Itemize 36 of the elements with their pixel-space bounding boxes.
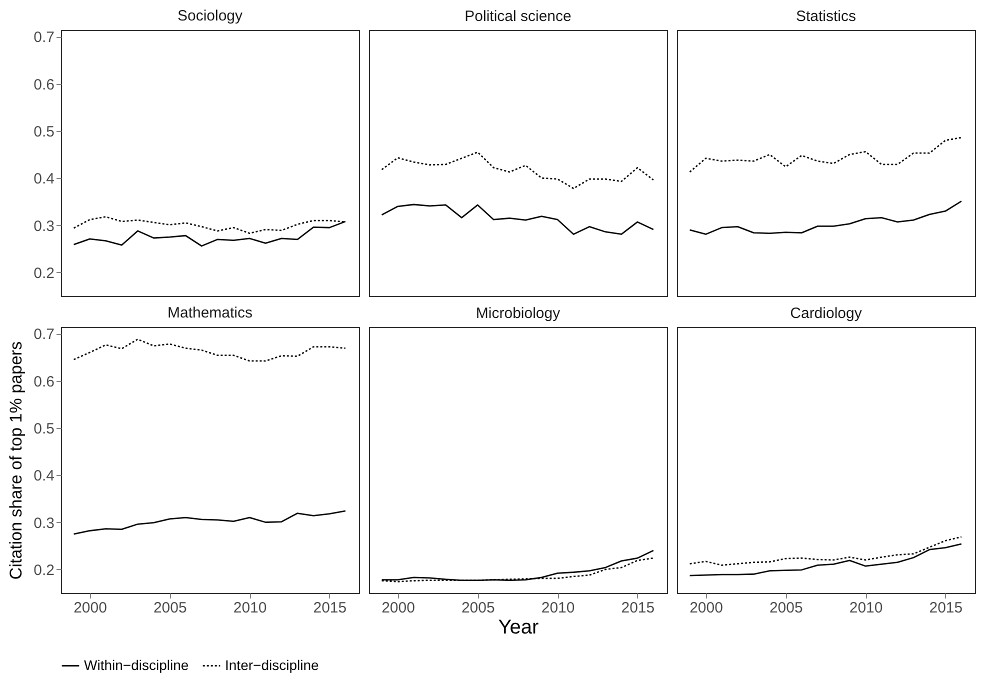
y-tick-label: 0.2 bbox=[34, 264, 54, 282]
y-tick-label: 0.7 bbox=[34, 29, 54, 46]
x-tick-label: 2000 bbox=[382, 600, 415, 616]
line-series bbox=[73, 510, 346, 535]
y-tick-label: 0.3 bbox=[34, 218, 54, 235]
x-tick-label: 2015 bbox=[313, 600, 347, 616]
x-tick-label: 2000 bbox=[74, 600, 107, 616]
chart-title: Political science bbox=[464, 8, 572, 25]
x-tick-label: 2010 bbox=[233, 600, 267, 616]
y-tick-label: 0.6 bbox=[34, 76, 54, 94]
x-tick-label: 2000 bbox=[690, 600, 723, 616]
y-tick-label: 0.2 bbox=[34, 562, 54, 579]
legend-label: Within−discipline bbox=[84, 656, 189, 673]
x-tick-label: 2005 bbox=[769, 600, 803, 616]
legend-label: Inter−discipline bbox=[225, 656, 319, 673]
y-tick-label: 0.7 bbox=[34, 326, 54, 344]
chart-title: Mathematics bbox=[167, 304, 253, 322]
chart-title: Statistics bbox=[796, 8, 856, 25]
x-tick-label: 2015 bbox=[621, 600, 655, 616]
y-tick-label: 0.6 bbox=[34, 373, 54, 390]
x-tick-label: 2010 bbox=[541, 600, 575, 616]
chart-title: Sociology bbox=[177, 8, 244, 25]
x-tick-label: 2015 bbox=[929, 600, 963, 616]
y-tick-label: 0.5 bbox=[34, 420, 54, 438]
x-axis-title: Year bbox=[498, 616, 540, 638]
x-tick-label: 2010 bbox=[849, 600, 883, 616]
x-tick-label: 2005 bbox=[461, 600, 495, 616]
y-tick-label: 0.4 bbox=[34, 170, 54, 188]
chart-title: Microbiology bbox=[476, 305, 561, 322]
y-tick-label: 0.3 bbox=[34, 514, 54, 532]
x-tick-label: 2005 bbox=[153, 600, 187, 616]
y-tick-label: 0.4 bbox=[34, 468, 54, 485]
chart-title: Cardiology bbox=[790, 305, 862, 322]
y-tick-label: 0.5 bbox=[34, 123, 54, 140]
line-series bbox=[73, 338, 346, 362]
y-axis-title: Citation share of top 1% papers bbox=[6, 341, 26, 580]
